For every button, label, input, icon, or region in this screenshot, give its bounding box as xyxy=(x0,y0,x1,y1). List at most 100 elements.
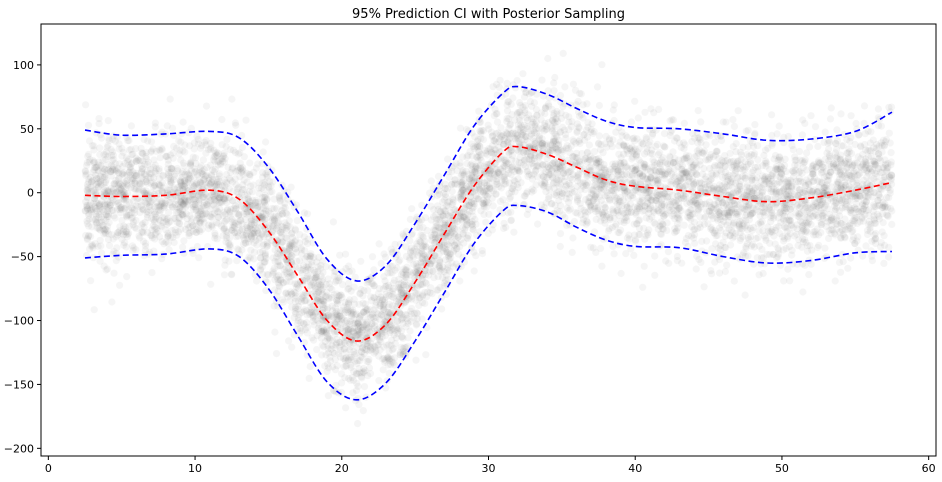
scatter-point xyxy=(473,194,481,203)
scatter-point xyxy=(354,420,362,428)
scatter-point xyxy=(350,283,358,291)
scatter-point xyxy=(300,339,308,347)
scatter-point xyxy=(156,154,164,162)
scatter-point xyxy=(575,192,583,200)
scatter-point xyxy=(619,150,628,158)
scatter-point xyxy=(128,150,136,159)
scatter-point xyxy=(332,277,340,285)
scatter-point xyxy=(817,228,825,236)
scatter-point xyxy=(148,269,156,277)
scatter-point xyxy=(413,310,421,318)
scatter-point xyxy=(544,54,552,63)
scatter-point xyxy=(422,351,430,359)
scatter-point xyxy=(535,124,543,132)
scatter-point xyxy=(713,214,721,222)
scatter-point xyxy=(380,250,388,258)
scatter-point xyxy=(381,296,389,304)
scatter-point xyxy=(706,202,714,210)
scatter-point xyxy=(456,243,464,251)
scatter-point xyxy=(218,115,226,124)
scatter-point xyxy=(472,252,480,260)
scatter-point xyxy=(640,262,648,270)
scatter-point xyxy=(799,227,807,235)
scatter-point xyxy=(489,83,497,91)
scatter-point xyxy=(246,159,254,167)
scatter-point xyxy=(461,213,469,221)
scatter-point xyxy=(558,123,567,131)
scatter-point xyxy=(595,101,604,110)
scatter-point xyxy=(310,281,318,290)
scatter-point xyxy=(121,223,129,231)
scatter-point xyxy=(315,327,323,335)
scatter-point xyxy=(847,254,855,262)
scatter-point xyxy=(535,136,543,144)
scatter-point xyxy=(595,132,604,140)
scatter-point xyxy=(397,343,405,351)
scatter-point xyxy=(381,277,389,285)
scatter-point xyxy=(504,166,512,174)
scatter-point xyxy=(692,199,700,207)
scatter-point xyxy=(617,226,625,234)
scatter-point xyxy=(864,191,872,199)
scatter-point xyxy=(842,200,850,208)
scatter-point xyxy=(786,176,795,184)
scatter-point xyxy=(288,290,296,298)
scatter-point xyxy=(330,272,338,280)
scatter-point xyxy=(682,235,691,243)
scatter-point xyxy=(399,319,407,327)
scatter-point xyxy=(151,123,159,131)
scatter-point xyxy=(510,228,518,236)
scatter-point xyxy=(470,184,479,192)
scatter-point xyxy=(619,184,627,192)
scatter-point xyxy=(337,340,346,348)
scatter-point xyxy=(266,210,275,218)
scatter-point xyxy=(697,188,705,196)
scatter-point xyxy=(85,150,93,158)
scatter-point xyxy=(468,166,476,174)
scatter-point xyxy=(742,244,750,253)
scatter-point xyxy=(155,195,163,203)
scatter-point xyxy=(783,228,791,236)
scatter-point xyxy=(292,226,300,234)
scatter-point xyxy=(430,206,438,214)
scatter-point xyxy=(342,265,350,273)
scatter-point xyxy=(661,190,669,198)
scatter-point xyxy=(609,160,617,168)
scatter-point xyxy=(351,273,359,281)
scatter-point xyxy=(555,183,563,191)
scatter-point xyxy=(754,156,762,164)
scatter-point xyxy=(784,232,792,240)
scatter-point xyxy=(610,101,618,109)
scatter-point xyxy=(881,173,889,181)
scatter-point xyxy=(94,161,102,169)
scatter-point xyxy=(747,194,755,202)
scatter-point xyxy=(857,208,865,216)
scatter-point xyxy=(334,312,342,320)
scatter-point xyxy=(329,337,337,345)
scatter-point xyxy=(261,258,269,266)
scatter-point xyxy=(873,178,881,186)
scatter-point xyxy=(539,161,547,169)
scatter-point xyxy=(837,110,845,118)
scatter-point xyxy=(325,295,333,303)
scatter-point xyxy=(459,169,467,177)
scatter-point xyxy=(727,226,736,234)
scatter-point xyxy=(278,296,287,304)
scatter-point xyxy=(651,177,660,185)
scatter-point xyxy=(556,242,564,251)
scatter-point xyxy=(685,173,694,181)
scatter-point xyxy=(438,305,446,313)
scatter-point xyxy=(149,145,157,153)
scatter-point xyxy=(568,248,576,256)
scatter-point xyxy=(849,161,857,169)
scatter-point xyxy=(198,225,206,233)
scatter-point xyxy=(179,159,188,167)
scatter-point xyxy=(164,156,172,164)
scatter-point xyxy=(665,259,673,267)
scatter-point xyxy=(650,207,658,215)
scatter-point xyxy=(794,212,802,220)
scatter-point xyxy=(150,163,158,171)
scatter-point xyxy=(337,370,346,378)
scatter-point xyxy=(802,196,810,204)
scatter-point xyxy=(780,277,788,285)
